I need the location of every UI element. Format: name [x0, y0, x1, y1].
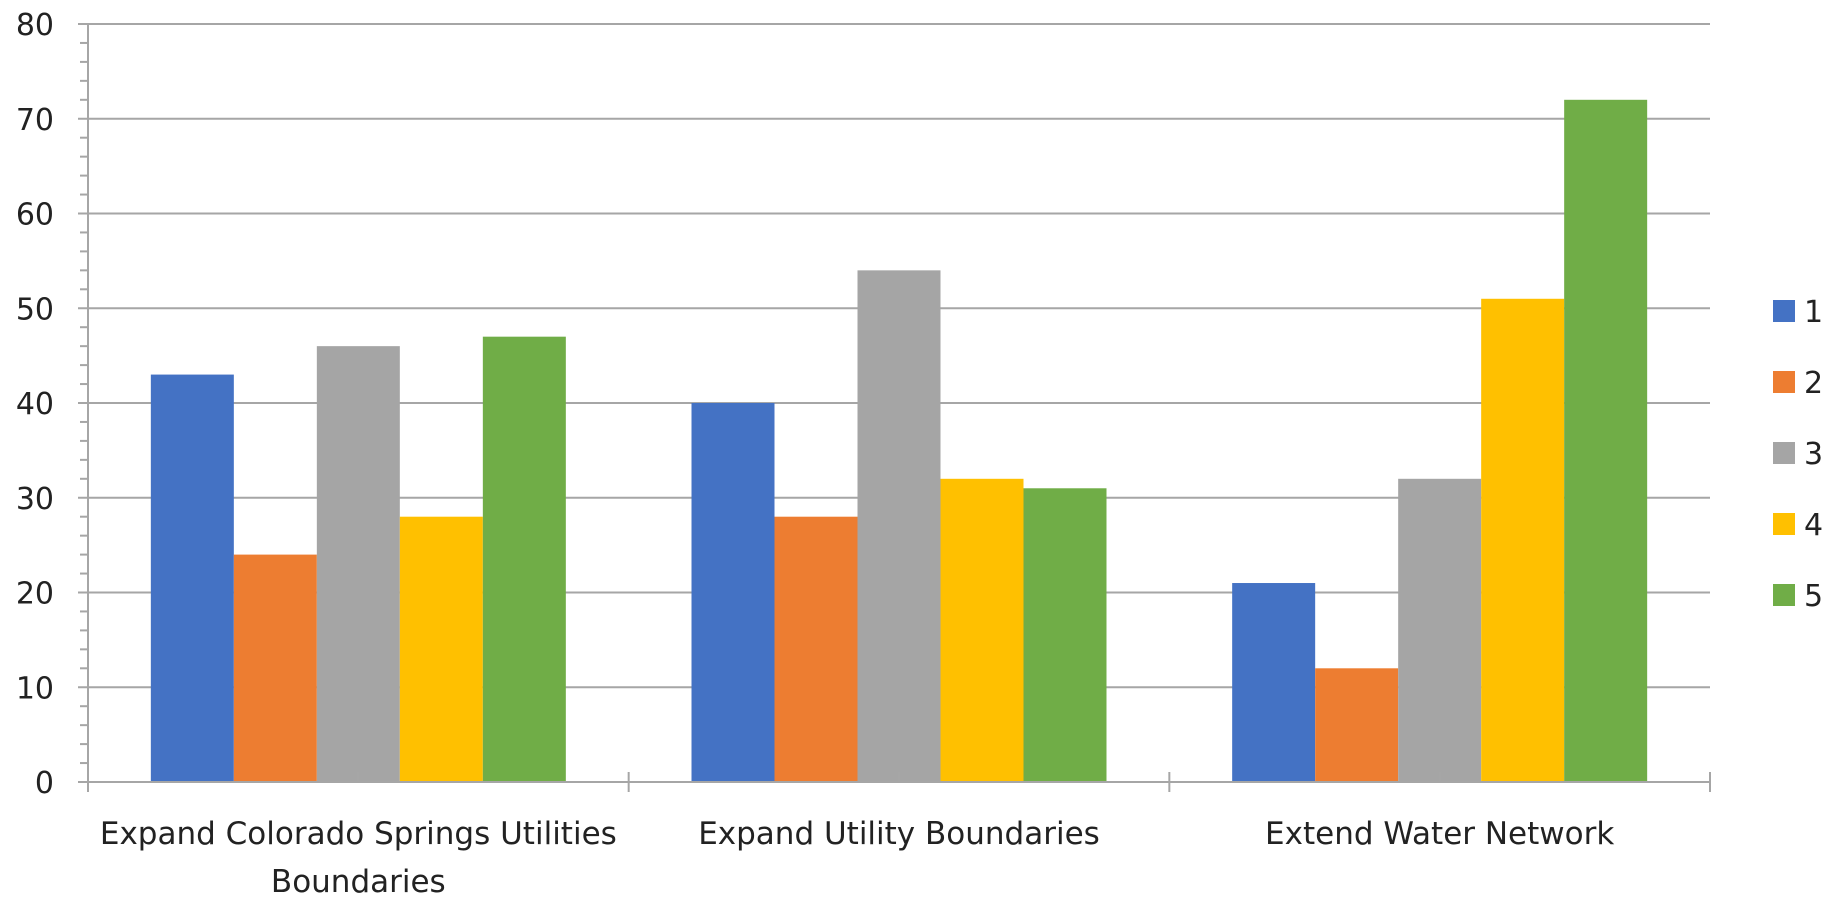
bar-series-2-category-2 — [774, 516, 858, 782]
legend-layer: 1 2 3 4 5 — [1773, 295, 1823, 614]
legend-swatch-4 — [1773, 513, 1795, 535]
axis-layer — [78, 23, 1711, 792]
x-category-label: Expand Colorado Springs Utilities — [100, 816, 617, 852]
y-tick-label: 30 — [16, 482, 54, 517]
bar-series-2-category-3 — [1315, 668, 1399, 782]
y-tick-label: 80 — [16, 8, 54, 43]
x-category-label: Extend Water Network — [1265, 816, 1614, 852]
x-category-label: Expand Utility Boundaries — [698, 816, 1100, 852]
y-tick-label: 40 — [16, 387, 54, 422]
legend-swatch-5 — [1773, 584, 1795, 606]
bar-series-4-category-2 — [940, 478, 1024, 782]
y-tick-label: 10 — [16, 671, 54, 706]
bar-series-1-category-1 — [150, 374, 234, 782]
legend-swatch-2 — [1773, 371, 1795, 393]
bar-series-2-category-1 — [233, 554, 317, 782]
y-tick-label: 50 — [16, 292, 54, 327]
y-tick-label: 0 — [35, 766, 54, 801]
bar-series-1-category-3 — [1232, 583, 1316, 782]
bar-series-5-category-2 — [1023, 488, 1107, 782]
legend-label-4: 4 — [1804, 508, 1823, 543]
bar-layer — [150, 99, 1648, 783]
bar-series-5-category-1 — [482, 336, 566, 782]
bar-series-3-category-1 — [316, 346, 400, 782]
y-tick-label: 70 — [16, 103, 54, 138]
bar-series-3-category-3 — [1398, 478, 1482, 782]
bar-series-5-category-3 — [1564, 99, 1648, 783]
legend-label-3: 3 — [1804, 437, 1823, 472]
x-category-label: Boundaries — [271, 864, 446, 899]
bar-series-1-category-2 — [691, 403, 775, 782]
bar-series-4-category-1 — [399, 516, 483, 782]
label-layer: 0 10 20 30 40 50 60 70 80 Expand Colorado Springs… — [16, 8, 1615, 899]
legend-swatch-3 — [1773, 442, 1795, 464]
bar-series-4-category-3 — [1481, 298, 1565, 782]
legend-label-1: 1 — [1804, 295, 1823, 330]
bar-series-3-category-2 — [857, 270, 941, 782]
legend-label-5: 5 — [1804, 579, 1823, 614]
legend-label-2: 2 — [1804, 366, 1823, 401]
y-tick-label: 20 — [16, 577, 54, 612]
y-tick-label: 60 — [16, 198, 54, 233]
legend-swatch-1 — [1773, 300, 1795, 322]
